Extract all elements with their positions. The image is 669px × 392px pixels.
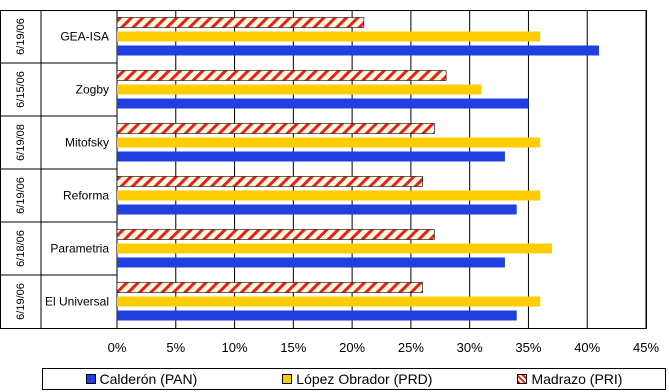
bar <box>116 17 365 28</box>
x-tick-label: 25% <box>398 340 424 355</box>
date-label: 6/19/06 <box>15 177 27 214</box>
legend-item: Calderón (PAN) <box>85 371 198 387</box>
bar <box>117 45 599 56</box>
bar <box>117 151 505 162</box>
bar <box>117 31 541 42</box>
x-tick-label: 45% <box>633 340 659 355</box>
x-tick-label: 40% <box>574 340 600 355</box>
x-tick-label: 30% <box>457 340 483 355</box>
bar <box>116 176 423 187</box>
category-label: Zogby <box>76 83 109 97</box>
bar <box>117 98 529 109</box>
category-label: Mitofsky <box>65 136 109 150</box>
bar <box>117 310 517 321</box>
chart-legend: Calderón (PAN) López Obrador (PRD) Madrazo… <box>42 368 666 390</box>
bar <box>116 70 447 81</box>
x-tick-label: 5% <box>166 340 185 355</box>
legend-swatch <box>517 374 528 384</box>
bar <box>116 229 435 240</box>
x-tick-label: 15% <box>280 340 306 355</box>
bar <box>116 282 423 293</box>
date-label: 6/19/06 <box>15 18 27 55</box>
bar <box>116 123 435 134</box>
bar <box>117 190 541 201</box>
legend-swatch <box>85 374 96 384</box>
x-tick-label: 0% <box>108 340 127 355</box>
legend-label: López Obrador (PRD) <box>296 371 433 387</box>
category-label: GEA-ISA <box>60 30 109 44</box>
legend-swatch <box>282 374 293 384</box>
date-label: 6/15/06 <box>15 71 27 108</box>
category-label: Reforma <box>63 189 109 203</box>
x-tick-label: 10% <box>222 340 248 355</box>
bar <box>117 137 541 148</box>
legend-label: Calderón (PAN) <box>99 371 198 387</box>
date-label: 6/19/08 <box>15 124 27 161</box>
legend-label: Madrazo (PRI) <box>531 371 623 387</box>
category-label: Parametria <box>50 242 109 256</box>
bar <box>117 204 517 215</box>
bar <box>117 257 505 268</box>
x-tick-label: 35% <box>515 340 541 355</box>
date-label: 6/18/06 <box>15 230 27 267</box>
bar <box>117 243 552 254</box>
category-label: El Universal <box>45 295 109 309</box>
date-label: 6/19/06 <box>15 283 27 320</box>
bar <box>117 84 482 95</box>
x-tick-label: 20% <box>339 340 365 355</box>
legend-item: López Obrador (PRD) <box>282 371 432 387</box>
poll-bar-chart: 0% 5% 10% 15% 20% 25% 30% 35% 40% 45% GEA-ISA 6/19/… <box>0 10 659 355</box>
legend-item: Madrazo (PRI) <box>517 371 622 387</box>
bar <box>117 296 541 307</box>
